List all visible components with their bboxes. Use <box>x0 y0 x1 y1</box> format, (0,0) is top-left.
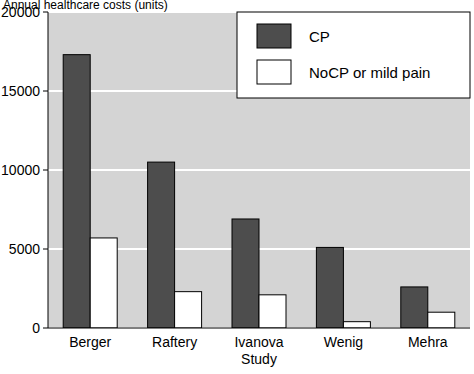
y-tick-label: 10000 <box>1 162 40 178</box>
legend-box <box>237 12 470 98</box>
legend: CP NoCP or mild pain <box>237 12 470 98</box>
x-tick-label: Raftery <box>152 334 197 350</box>
bar <box>259 295 286 328</box>
x-tick-label: Berger <box>69 334 111 350</box>
bar <box>175 292 202 328</box>
x-axis-label: Study <box>241 351 277 367</box>
bar <box>401 287 428 328</box>
y-axis-label: Annual healthcare costs (units) <box>3 0 168 12</box>
bar <box>232 219 259 328</box>
grid-line <box>48 169 470 171</box>
y-tick <box>43 170 48 171</box>
y-tick-label: 5000 <box>9 241 40 257</box>
legend-swatch <box>257 24 291 48</box>
y-tick <box>43 249 48 250</box>
bar <box>63 55 90 328</box>
y-tick <box>43 91 48 92</box>
page: {"chart_data": {"type": "bar", "y_label"… <box>0 0 474 374</box>
y-axis <box>48 12 49 328</box>
chart-container: 05000100001500020000BergerRafteryIvanova… <box>0 0 474 374</box>
bar <box>343 322 370 328</box>
bar <box>316 247 343 328</box>
y-tick <box>43 328 48 329</box>
chart-svg: 05000100001500020000BergerRafteryIvanova… <box>0 0 474 374</box>
y-tick-label: 15000 <box>1 83 40 99</box>
bar <box>148 162 175 328</box>
x-tick-label: Ivanova <box>234 334 283 350</box>
bar <box>90 238 117 328</box>
y-tick-label: 0 <box>32 320 40 336</box>
bar <box>428 312 455 328</box>
x-axis <box>48 328 470 329</box>
plot-background <box>48 12 470 328</box>
legend-label: CP <box>309 28 330 45</box>
legend-label: NoCP or mild pain <box>309 64 430 81</box>
legend-swatch <box>257 60 291 84</box>
x-tick-label: Wenig <box>324 334 363 350</box>
x-tick-label: Mehra <box>408 334 448 350</box>
